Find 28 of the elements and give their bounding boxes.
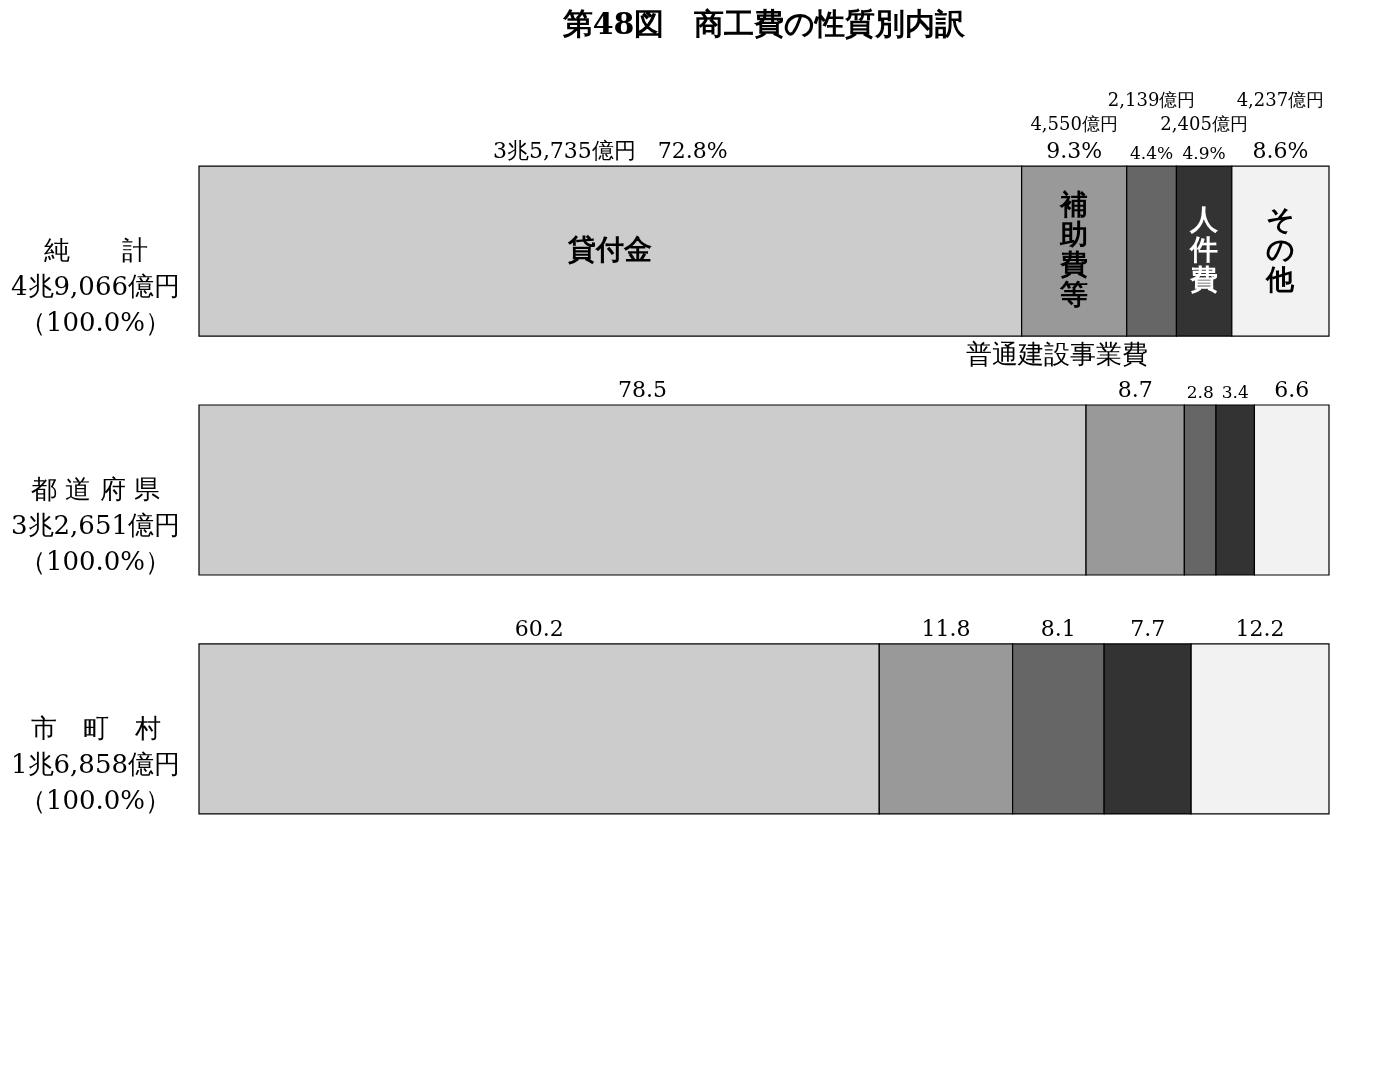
data-label: 3.4	[1221, 382, 1249, 402]
data-label: 4.4%	[1129, 143, 1174, 164]
data-label: 7.7	[1130, 615, 1166, 641]
data-label: 8.6%	[1252, 138, 1309, 164]
y-tick-label: 都 道 府 県3兆2,651億円（100.0%）	[11, 474, 180, 576]
data-label: 3兆5,735億円 72.8%	[492, 138, 728, 164]
y-tick-label: 純 計4兆9,066億円（100.0%）	[11, 235, 180, 338]
series-label: 普通建設事業費	[965, 339, 1148, 370]
data-label: 8.7	[1117, 377, 1153, 402]
data-label: 2.8	[1186, 382, 1214, 402]
text: 2,139億円	[1107, 89, 1196, 111]
series-label: その他	[1265, 203, 1296, 297]
data-label: 4.9%	[1182, 143, 1226, 164]
data-label: 9.3%	[1046, 138, 1103, 164]
series-label: 貸付金	[567, 233, 653, 267]
data-label: 12.2	[1235, 615, 1285, 641]
y-tick-label: 市 町 村1兆6,858億円（100.0%）	[11, 712, 180, 815]
data-label: 60.2	[514, 615, 564, 641]
text: 4,237億円	[1236, 89, 1325, 111]
data-label: 6.6	[1274, 377, 1310, 402]
data-label: 11.8	[921, 615, 971, 641]
chart-title: 第48図 商工費の性質別内訳	[561, 6, 967, 41]
data-label: 8.1	[1040, 615, 1076, 641]
data-label: 78.5	[618, 377, 668, 402]
series-label: 人件費	[1189, 203, 1220, 297]
text: 2,405億円	[1160, 113, 1248, 135]
text: 4,550億円	[1030, 113, 1118, 135]
series-label: 補助費等	[1059, 188, 1089, 312]
